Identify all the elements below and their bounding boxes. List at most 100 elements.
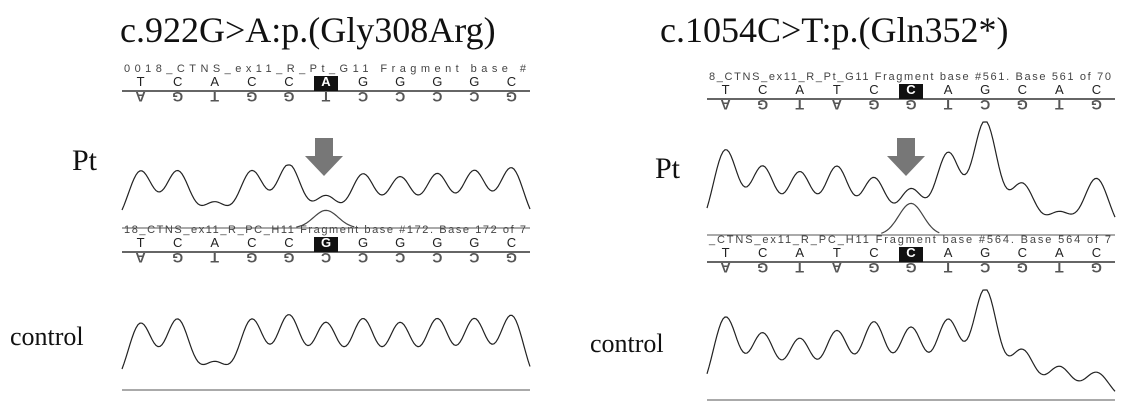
complement-base: G [757, 260, 768, 276]
complement-base: G [506, 89, 517, 105]
complement-base: A [135, 89, 145, 105]
base: C [869, 82, 878, 97]
base: G [980, 245, 990, 260]
complement-base: T [943, 97, 952, 113]
base: A [1055, 245, 1064, 260]
complement-base: G [506, 250, 517, 266]
complement-base: A [832, 97, 842, 113]
complement-base: C [358, 250, 368, 266]
complement-base: C [432, 89, 442, 105]
complement-base: T [210, 250, 219, 266]
base: C [284, 74, 293, 89]
complement-base: T [795, 97, 804, 113]
complement-base: G [868, 97, 879, 113]
complement-base: C [980, 97, 990, 113]
base: C [173, 74, 182, 89]
complement-base: G [246, 250, 257, 266]
complement-base: G [905, 260, 916, 276]
base: G [321, 235, 331, 250]
track-label: Pt [72, 144, 98, 177]
base: C [507, 74, 516, 89]
complement-base: G [868, 260, 879, 276]
complement-base: G [172, 250, 183, 266]
complement-base: G [757, 97, 768, 113]
complement-base: A [832, 260, 842, 276]
complement-base: C [321, 250, 331, 266]
base: G [358, 74, 368, 89]
base: C [1092, 82, 1101, 97]
base: C [1018, 245, 1027, 260]
base: C [1018, 82, 1027, 97]
complement-base: C [469, 89, 479, 105]
base: G [469, 74, 479, 89]
trace [707, 290, 1115, 391]
base: T [137, 74, 145, 89]
base: C [507, 235, 516, 250]
complement-base: G [1017, 260, 1028, 276]
arrow [305, 138, 343, 176]
base: G [432, 74, 442, 89]
base: C [173, 235, 182, 250]
base: A [944, 245, 953, 260]
complement-base: G [1091, 260, 1102, 276]
base: A [321, 74, 331, 89]
complement-base: C [358, 89, 368, 105]
base: T [722, 82, 730, 97]
base: A [944, 82, 953, 97]
complement-base: T [321, 89, 330, 105]
complement-base: T [795, 260, 804, 276]
complement-base: C [469, 250, 479, 266]
base: C [906, 82, 916, 97]
base: C [247, 235, 256, 250]
base: T [722, 245, 730, 260]
track-label: control [10, 322, 84, 351]
complement-base: C [395, 89, 405, 105]
complement-base: T [1055, 260, 1064, 276]
complement-base: C [395, 250, 405, 266]
complement-base: A [135, 250, 145, 266]
complement-base: G [1091, 97, 1102, 113]
base: G [432, 235, 442, 250]
base: C [906, 245, 916, 260]
track-label: Pt [655, 152, 681, 185]
complement-base: G [1017, 97, 1028, 113]
base: G [358, 235, 368, 250]
complement-base: G [283, 250, 294, 266]
trace [122, 315, 530, 369]
complement-base: T [1055, 97, 1064, 113]
complement-base: G [172, 89, 183, 105]
complement-base: C [980, 260, 990, 276]
complement-base: G [246, 89, 257, 105]
base: G [980, 82, 990, 97]
arrow [887, 138, 925, 176]
complement-base: G [905, 97, 916, 113]
complement-base: T [943, 260, 952, 276]
base: C [1092, 245, 1101, 260]
base: C [758, 245, 767, 260]
complement-base: T [210, 89, 219, 105]
figure: c.922G>A:p.(Gly308Arg) c.1054C>T:p.(Gln3… [0, 0, 1125, 403]
base: C [247, 74, 256, 89]
complement-base: G [283, 89, 294, 105]
base: T [137, 235, 145, 250]
panel-title: c.922G>A:p.(Gly308Arg) [120, 10, 496, 50]
base: T [833, 245, 841, 260]
base: C [869, 245, 878, 260]
complement-base: C [432, 250, 442, 266]
base: A [210, 74, 219, 89]
complement-base: A [720, 97, 730, 113]
secondary-trace [881, 203, 939, 233]
base: T [833, 82, 841, 97]
panel-title: c.1054C>T:p.(Gln352*) [660, 10, 1008, 50]
base: A [795, 82, 804, 97]
complement-base: A [720, 260, 730, 276]
base: C [284, 235, 293, 250]
base: G [395, 235, 405, 250]
base: A [210, 235, 219, 250]
base: A [1055, 82, 1064, 97]
base: G [395, 74, 405, 89]
track-label: control [590, 329, 664, 358]
base: G [469, 235, 479, 250]
base: C [758, 82, 767, 97]
base: A [795, 245, 804, 260]
